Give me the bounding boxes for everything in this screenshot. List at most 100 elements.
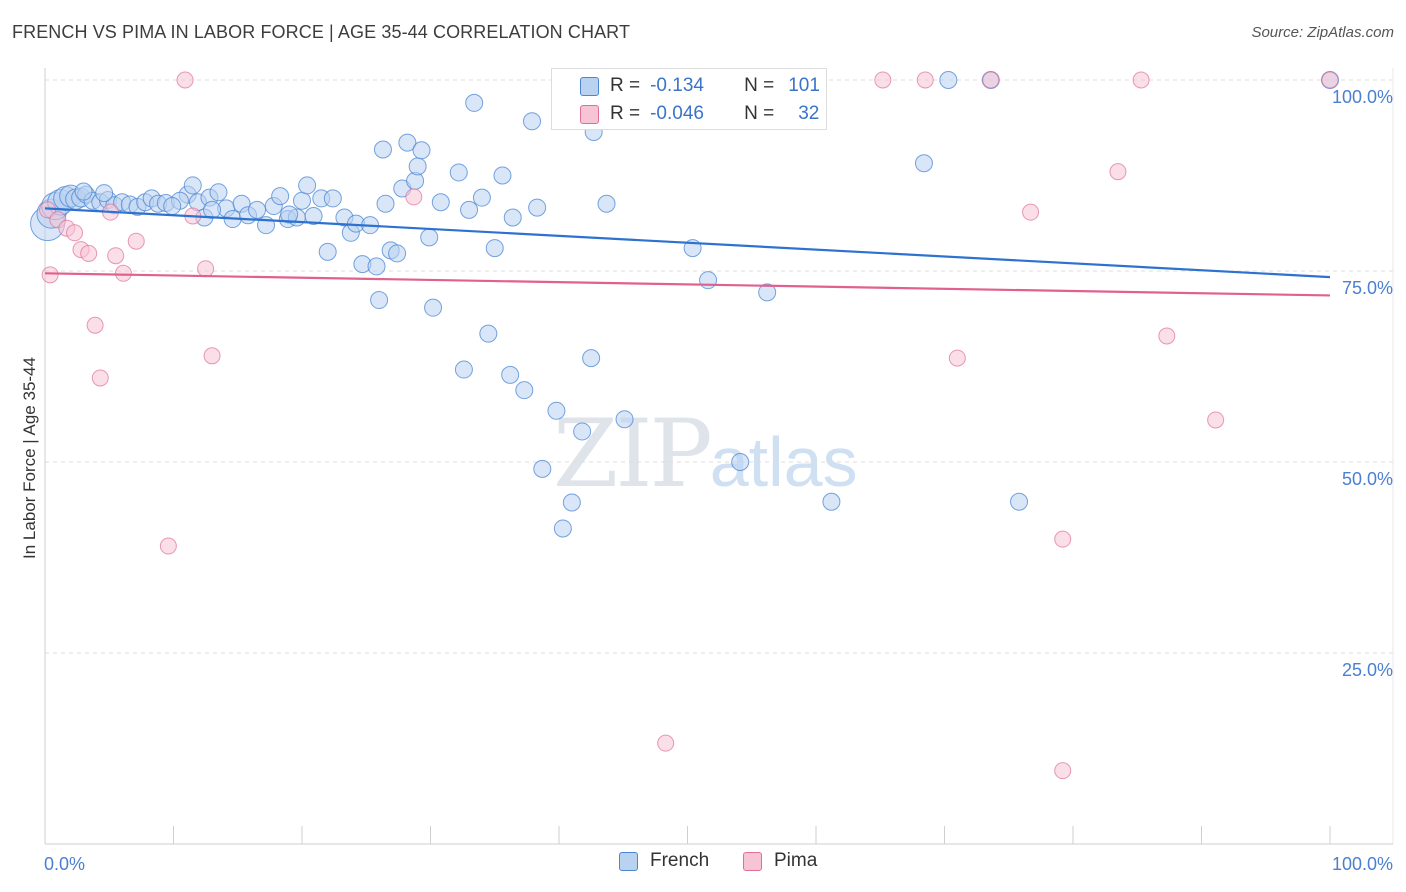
pima-points: [39, 71, 1339, 780]
french-point: [731, 453, 750, 471]
french-point: [573, 422, 592, 441]
french-point: [553, 519, 572, 538]
french-n-value: 101: [788, 75, 820, 96]
pima-point: [405, 188, 423, 206]
pima-point: [1158, 327, 1176, 345]
french-point: [304, 206, 323, 225]
french-point: [485, 239, 504, 258]
legend-swatch-pima-bottom: [743, 851, 762, 871]
pima-point: [1207, 411, 1225, 429]
french-point: [547, 401, 566, 420]
y-tick-label-50: 50.0%: [1342, 469, 1393, 489]
pima-trend-line: [44, 272, 1331, 297]
french-point: [318, 242, 337, 261]
french-point: [758, 283, 777, 302]
pima-point: [982, 71, 1000, 89]
x-tick-label-right: 100.0%: [1332, 854, 1393, 874]
pima-point: [176, 71, 194, 89]
legend-row-french: R = -0.134 N = 101: [580, 73, 820, 99]
french-points: [30, 71, 1339, 538]
pima-point: [80, 244, 98, 262]
french-point: [515, 381, 534, 400]
french-point: [597, 194, 616, 213]
pima-point: [1132, 71, 1150, 89]
french-trend-line: [44, 207, 1331, 279]
pima-point: [1321, 71, 1339, 89]
french-point: [412, 141, 431, 160]
tick-labels: 25.0% 50.0% 75.0% 100.0% 0.0% 100.0%: [44, 87, 1393, 874]
french-point: [370, 291, 389, 310]
french-point: [424, 298, 443, 317]
pima-n-label: N =: [744, 103, 775, 124]
pima-point: [107, 247, 125, 265]
french-point: [408, 157, 427, 176]
french-point: [95, 184, 114, 203]
french-point: [465, 93, 484, 112]
pima-point: [657, 734, 675, 752]
french-point: [74, 182, 93, 201]
pima-point: [86, 316, 104, 334]
french-point: [367, 257, 386, 276]
pima-point: [91, 369, 109, 387]
legend-label-pima: Pima: [774, 850, 818, 871]
legend-swatch-french-bottom: [619, 851, 638, 871]
french-point: [615, 410, 634, 429]
pima-point: [66, 224, 84, 242]
pima-n-value: 32: [798, 103, 820, 124]
pima-point: [1109, 163, 1127, 181]
y-tick-label-100: 100.0%: [1332, 87, 1393, 107]
legend-item-french[interactable]: French: [619, 850, 709, 872]
french-point: [298, 176, 317, 195]
french-point: [293, 191, 311, 210]
legend-label-french: French: [650, 850, 710, 871]
french-point: [914, 154, 933, 173]
y-tick-label-75: 75.0%: [1342, 278, 1393, 298]
french-point: [420, 228, 439, 247]
source-label: Source: ZipAtlas.com: [1251, 24, 1394, 41]
axes: [44, 68, 1393, 845]
french-point: [449, 163, 468, 182]
pima-point: [1022, 203, 1040, 221]
legend-swatch-pima: [580, 104, 599, 124]
french-point: [373, 140, 392, 159]
french-point: [822, 492, 841, 511]
french-n-label: N =: [744, 75, 775, 96]
pima-point: [874, 71, 892, 89]
french-point: [501, 365, 520, 384]
pima-point: [948, 349, 966, 367]
french-point: [528, 198, 547, 217]
french-point: [209, 183, 228, 202]
french-point: [271, 187, 290, 206]
pima-point: [159, 537, 177, 555]
pima-point: [41, 266, 59, 284]
french-point: [163, 197, 182, 216]
french-r-value: -0.134: [650, 75, 704, 96]
french-point: [388, 244, 407, 263]
french-point: [460, 200, 479, 219]
french-point: [472, 188, 491, 207]
french-point: [1010, 492, 1029, 511]
french-point: [323, 189, 342, 208]
french-point: [503, 208, 522, 227]
x-tick-label-left: 0.0%: [44, 854, 85, 874]
french-point: [533, 459, 552, 478]
grid-lines: [45, 68, 1395, 844]
pima-r-value: -0.046: [650, 103, 704, 124]
pima-point: [1054, 762, 1072, 780]
french-point: [248, 200, 267, 219]
french-point: [562, 493, 581, 512]
legend-item-pima[interactable]: Pima: [743, 850, 817, 872]
chart-title: FRENCH VS PIMA IN LABOR FORCE | AGE 35-4…: [12, 22, 631, 42]
pima-point: [114, 264, 132, 282]
legend-row-pima: R = -0.046 N = 32: [580, 101, 819, 127]
french-point: [376, 194, 395, 213]
french-point: [454, 360, 473, 379]
pima-r-label: R =: [610, 103, 641, 124]
pima-point: [127, 232, 145, 250]
french-point: [431, 193, 450, 212]
y-tick-label-25: 25.0%: [1342, 660, 1393, 680]
french-point: [699, 271, 718, 290]
french-point: [493, 166, 512, 185]
pima-point: [916, 71, 934, 89]
